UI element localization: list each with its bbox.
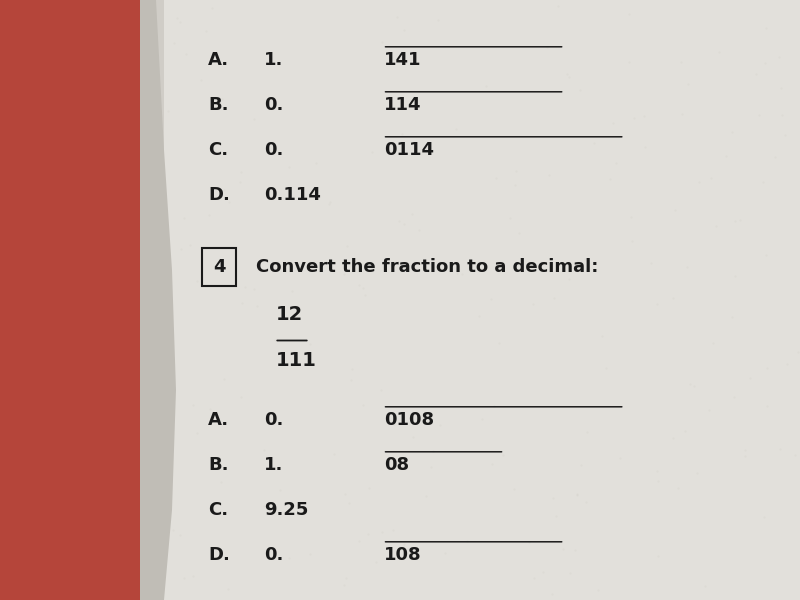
Text: 9.25: 9.25: [264, 501, 308, 519]
Text: 0.: 0.: [264, 141, 283, 159]
Text: 108: 108: [384, 546, 422, 564]
Text: 0.: 0.: [264, 411, 283, 429]
Text: 1.: 1.: [264, 456, 283, 474]
Text: 0.: 0.: [264, 546, 283, 564]
Text: D.: D.: [208, 186, 230, 204]
Text: 114: 114: [384, 96, 422, 114]
Text: 12: 12: [276, 305, 303, 325]
Text: 0108: 0108: [384, 411, 434, 429]
Text: C.: C.: [208, 141, 228, 159]
Text: 0.114: 0.114: [264, 186, 321, 204]
Text: A.: A.: [208, 411, 229, 429]
Text: 111: 111: [276, 350, 317, 370]
Text: 0.: 0.: [264, 96, 283, 114]
Bar: [140, 0, 800, 600]
Text: 08: 08: [384, 456, 410, 474]
Text: Convert the fraction to a decimal:: Convert the fraction to a decimal:: [256, 258, 598, 276]
Text: A.: A.: [208, 51, 229, 69]
Text: D.: D.: [208, 546, 230, 564]
Text: C.: C.: [208, 501, 228, 519]
Bar: [140, 0, 164, 600]
Text: 4: 4: [213, 258, 226, 276]
Text: B.: B.: [208, 456, 229, 474]
Text: 141: 141: [384, 51, 422, 69]
Text: 1.: 1.: [264, 51, 283, 69]
Text: 0114: 0114: [384, 141, 434, 159]
Text: B.: B.: [208, 96, 229, 114]
Polygon shape: [140, 0, 176, 600]
